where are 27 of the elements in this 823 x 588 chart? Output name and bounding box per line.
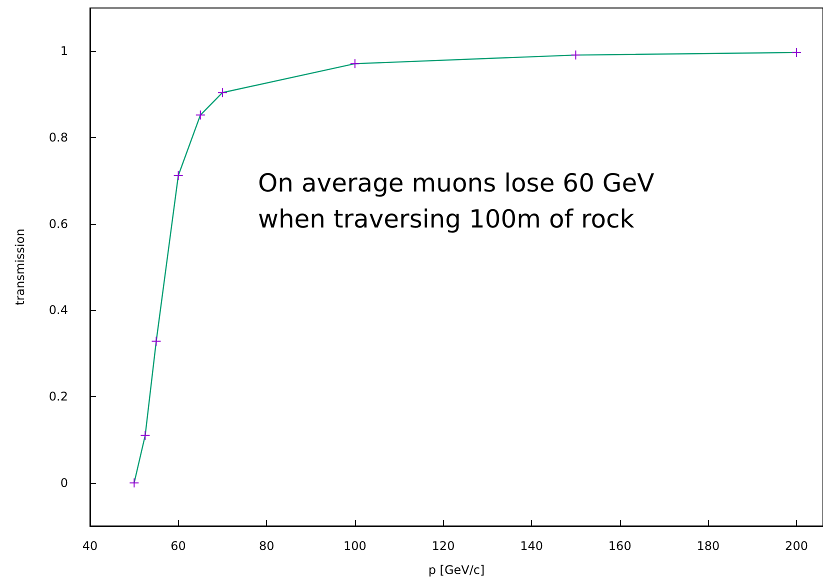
y-axis-title: transmission — [13, 228, 27, 306]
point — [151, 336, 162, 346]
point — [195, 110, 206, 120]
y-tick-label: 0 — [60, 476, 68, 490]
x-tick-label: 140 — [520, 539, 544, 553]
annotation: On average muons lose 60 GeV when traversing 100m of rock — [258, 168, 654, 234]
x-tick-label: 100 — [343, 539, 366, 553]
x-tick-label: 60 — [170, 539, 186, 553]
y-tick-label: 0.6 — [48, 216, 68, 231]
point — [173, 170, 184, 180]
x-tick-label: 160 — [608, 539, 632, 553]
point — [140, 430, 150, 440]
point — [570, 50, 581, 60]
x-axis-title: p [GeV/c] — [428, 563, 485, 577]
point — [792, 47, 802, 58]
point — [129, 478, 140, 488]
y-tick-label: 0.4 — [48, 303, 68, 318]
x-tick-label: 120 — [432, 539, 455, 553]
x-tick-label: 180 — [696, 539, 720, 553]
point — [217, 88, 228, 98]
y-tick-label: 1 — [60, 44, 68, 58]
x-tick-label: 200 — [785, 539, 808, 553]
point — [350, 58, 360, 69]
x-tick-label: 80 — [258, 539, 274, 553]
x-tick-label: 40 — [82, 539, 98, 553]
y-tick-label: 0.8 — [48, 130, 68, 144]
y-tick-label: 0.2 — [48, 390, 68, 404]
